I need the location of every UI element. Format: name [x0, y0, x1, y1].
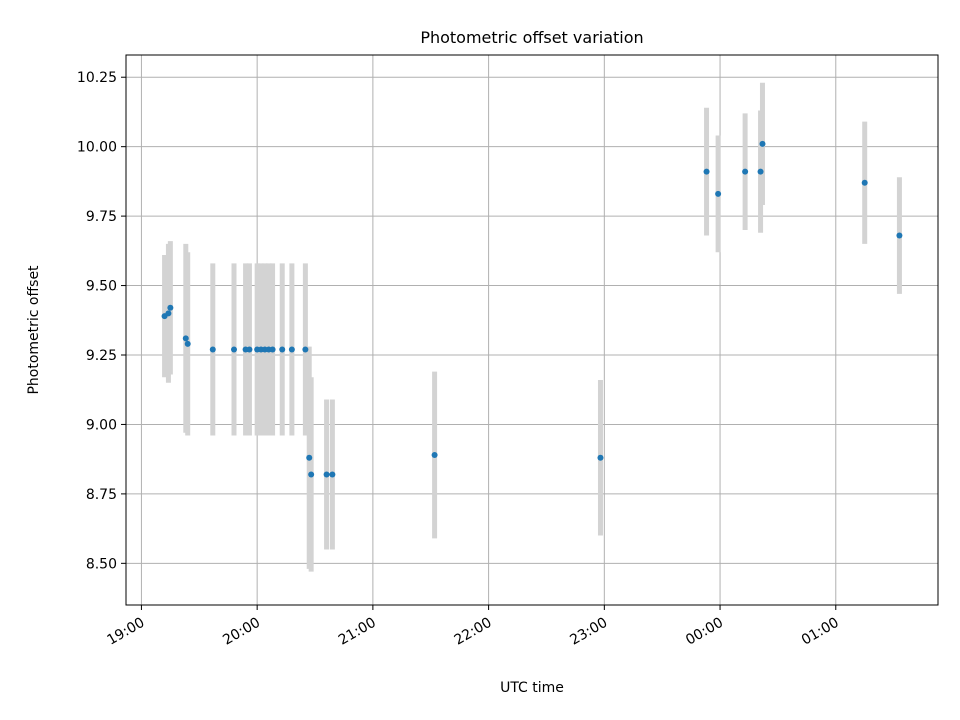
data-point [269, 346, 276, 353]
data-points [161, 140, 903, 478]
data-point [167, 304, 174, 311]
data-point [308, 471, 315, 478]
data-point [209, 346, 216, 353]
y-tick-label: 9.00 [86, 417, 117, 433]
data-point [703, 168, 710, 175]
data-point [165, 310, 172, 317]
y-tick-label: 10.25 [77, 70, 117, 86]
data-point [231, 346, 238, 353]
data-point [759, 140, 766, 147]
data-point [431, 452, 438, 458]
data-point [715, 190, 722, 197]
data-point [246, 346, 253, 353]
data-point [306, 454, 313, 461]
data-point [757, 168, 764, 175]
data-point [279, 346, 286, 353]
data-point [896, 232, 903, 239]
y-tick-label: 8.50 [86, 556, 117, 572]
data-point [182, 335, 189, 342]
data-point [861, 179, 868, 186]
data-point [302, 346, 309, 353]
chart-title: Photometric offset variation [420, 28, 643, 47]
y-tick-label: 9.50 [86, 279, 117, 295]
data-point [323, 471, 330, 478]
data-point [184, 340, 191, 347]
y-tick-label: 9.75 [86, 209, 117, 225]
y-tick-label: 8.75 [86, 487, 117, 503]
plot-frame [125, 54, 939, 606]
data-point [742, 168, 749, 175]
y-tick-label: 9.25 [86, 348, 117, 364]
data-point [597, 454, 604, 461]
data-point [288, 346, 295, 353]
x-axis-label: UTC time [500, 680, 564, 696]
y-axis-label: Photometric offset [26, 265, 42, 395]
y-tick-label: 10.00 [77, 140, 117, 156]
data-point [329, 471, 336, 478]
y-axis-ticks: 8.50 8.75 9.00 9.25 9.50 9.75 10.00 10.25 [77, 70, 126, 572]
